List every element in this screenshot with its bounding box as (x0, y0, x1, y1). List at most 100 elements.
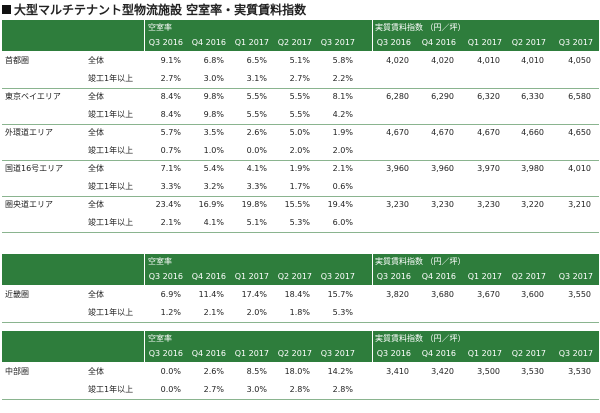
rent-index-header: 実質賃料指数 （円／坪） (375, 23, 466, 32)
quarter-header: Q2 2017 (511, 349, 546, 358)
vacancy-rate-header: 空室率 (148, 23, 172, 32)
quarter-header: Q3 2016 (148, 38, 183, 47)
region-name: 首都圏 (5, 56, 29, 65)
vacancy-cell: 6.0% (332, 218, 353, 227)
built-1y-label: 竣工1年以上 (88, 218, 134, 227)
rent-cell: 3,960 (431, 164, 454, 173)
all-label: 全体 (88, 367, 104, 376)
vacancy-cell: 5.1% (246, 218, 267, 227)
rent-cell: 3,410 (386, 367, 409, 376)
header-divider (144, 20, 145, 51)
built-1y-label: 竣工1年以上 (88, 74, 134, 83)
vacancy-cell: 18.0% (284, 367, 310, 376)
rent-index-header: 実質賃料指数 （円／坪） (375, 334, 466, 343)
vacancy-cell: 2.7% (289, 74, 310, 83)
rent-cell: 6,320 (477, 92, 500, 101)
vacancy-cell: 0.0% (160, 367, 181, 376)
vacancy-cell: 2.8% (289, 385, 310, 394)
header-divider (372, 254, 373, 285)
table-block: 空室率 実質賃料指数 （円／坪） Q3 2016 Q3 2016 Q4 2016 Q4 2… (2, 254, 599, 323)
quarter-header: Q3 2016 (376, 38, 411, 47)
vacancy-cell: 2.0% (289, 146, 310, 155)
rent-cell: 3,550 (568, 290, 591, 299)
row-separator (2, 88, 599, 89)
vacancy-cell: 3.3% (160, 182, 181, 191)
vacancy-rate-header: 空室率 (148, 334, 172, 343)
vacancy-cell: 5.5% (289, 110, 310, 119)
vacancy-cell: 8.4% (160, 92, 181, 101)
header-divider (372, 20, 373, 51)
quarter-header: Q1 2017 (467, 272, 502, 281)
rent-cell: 4,010 (477, 56, 500, 65)
quarter-header: Q1 2017 (234, 349, 269, 358)
vacancy-cell: 5.8% (332, 56, 353, 65)
all-label: 全体 (88, 92, 104, 101)
vacancy-cell: 4.1% (203, 218, 224, 227)
vacancy-cell: 2.1% (203, 308, 224, 317)
table-header: 空室率 実質賃料指数 （円／坪） Q3 2016 Q3 2016 Q4 2016 Q4 2… (2, 20, 599, 51)
vacancy-cell: 8.5% (246, 367, 267, 376)
quarter-header: Q3 2017 (320, 349, 355, 358)
region-name: 国道16号エリア (5, 164, 64, 173)
built-1y-label: 竣工1年以上 (88, 110, 134, 119)
vacancy-cell: 2.8% (332, 385, 353, 394)
rent-cell: 6,580 (568, 92, 591, 101)
vacancy-cell: 2.6% (246, 128, 267, 137)
vacancy-cell: 4.2% (332, 110, 353, 119)
row-separator (2, 124, 599, 125)
rent-cell: 3,680 (431, 290, 454, 299)
quarter-header: Q3 2016 (376, 272, 411, 281)
vacancy-cell: 1.9% (289, 164, 310, 173)
all-label: 全体 (88, 200, 104, 209)
vacancy-cell: 0.0% (246, 146, 267, 155)
vacancy-cell: 5.5% (246, 110, 267, 119)
all-label: 全体 (88, 290, 104, 299)
rent-cell: 3,670 (477, 290, 500, 299)
rent-cell: 6,280 (386, 92, 409, 101)
rent-cell: 3,980 (521, 164, 544, 173)
table-header: 空室率 実質賃料指数 （円／坪） Q3 2016 Q3 2016 Q4 2016 Q4 2… (2, 254, 599, 285)
rent-cell: 4,020 (386, 56, 409, 65)
vacancy-cell: 0.6% (332, 182, 353, 191)
vacancy-cell: 2.7% (160, 74, 181, 83)
header-divider (372, 331, 373, 362)
vacancy-cell: 5.5% (289, 92, 310, 101)
vacancy-cell: 9.8% (203, 92, 224, 101)
quarter-header: Q3 2017 (320, 38, 355, 47)
rent-cell: 4,020 (431, 56, 454, 65)
row-separator (2, 160, 599, 161)
rent-cell: 3,210 (568, 200, 591, 209)
quarter-header: Q2 2017 (277, 38, 312, 47)
header-divider (144, 254, 145, 285)
table-block: 空室率 実質賃料指数 （円／坪） Q3 2016 Q3 2016 Q4 2016 Q4 2… (2, 20, 599, 233)
quarter-header: Q3 2017 (558, 349, 593, 358)
rent-cell: 3,500 (477, 367, 500, 376)
region-name: 外環道エリア (5, 128, 53, 137)
rent-cell: 3,530 (568, 367, 591, 376)
vacancy-cell: 3.3% (246, 182, 267, 191)
vacancy-cell: 5.1% (289, 56, 310, 65)
vacancy-cell: 2.1% (332, 164, 353, 173)
rent-cell: 3,230 (386, 200, 409, 209)
vacancy-cell: 17.4% (241, 290, 267, 299)
page-title-text: 大型マルチテナント型物流施設 空室率・実質賃料指数 (14, 3, 307, 17)
rent-cell: 6,330 (521, 92, 544, 101)
rent-cell: 3,530 (521, 367, 544, 376)
rent-cell: 3,960 (386, 164, 409, 173)
vacancy-cell: 1.9% (332, 128, 353, 137)
region-name: 中部圏 (5, 367, 29, 376)
quarter-header: Q3 2017 (320, 272, 355, 281)
vacancy-cell: 6.5% (246, 56, 267, 65)
header-divider (144, 331, 145, 362)
vacancy-cell: 2.6% (203, 367, 224, 376)
vacancy-cell: 2.7% (203, 385, 224, 394)
vacancy-cell: 16.9% (198, 200, 224, 209)
row-separator (2, 232, 599, 233)
row-separator (2, 399, 599, 400)
quarter-header: Q4 2016 (191, 272, 226, 281)
all-label: 全体 (88, 164, 104, 173)
built-1y-label: 竣工1年以上 (88, 182, 134, 191)
quarter-header: Q3 2016 (376, 349, 411, 358)
region-name: 圏央道エリア (5, 200, 53, 209)
quarter-header: Q4 2016 (421, 349, 456, 358)
